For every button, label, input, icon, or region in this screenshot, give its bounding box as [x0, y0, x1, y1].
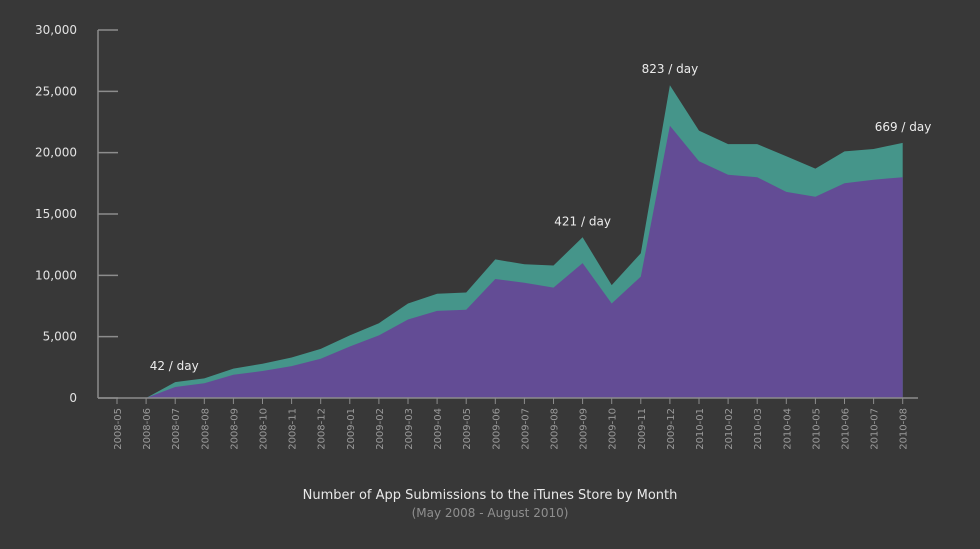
x-tick-label: 2008-10: [259, 408, 270, 450]
x-tick-label: 2009-06: [491, 408, 502, 450]
x-axis-ticks: 2008-05 2008-06 2008-07 2008-08 2008-09 2008-…: [113, 398, 910, 450]
y-tick-label: 30,000: [35, 23, 77, 37]
x-tick-label: 2009-04: [433, 408, 444, 450]
x-tick-label: 2008-09: [229, 408, 240, 450]
area-lower-series: [117, 125, 903, 398]
annotation-label: 823 / day: [642, 62, 699, 76]
x-tick-label: 2009-03: [404, 408, 415, 450]
x-tick-label: 2010-03: [753, 408, 764, 450]
x-tick-label: 2008-05: [113, 408, 124, 450]
x-tick-label: 2010-02: [724, 408, 735, 450]
chart-annotations: 42 / day 421 / day 823 / day 669 / day: [150, 62, 932, 373]
x-tick-label: 2009-05: [462, 408, 473, 450]
annotation-label: 669 / day: [875, 120, 932, 134]
y-tick-label: 20,000: [35, 146, 77, 160]
y-tick-label: 15,000: [35, 207, 77, 221]
x-tick-label: 2008-07: [171, 408, 182, 450]
annotation-label: 42 / day: [150, 359, 199, 373]
y-tick-label: 5,000: [43, 330, 77, 344]
x-tick-label: 2008-08: [200, 408, 211, 450]
x-tick-label: 2009-02: [375, 408, 386, 450]
x-tick-label: 2009-01: [346, 408, 357, 450]
annotation-label: 421 / day: [554, 214, 611, 228]
x-tick-label: 2009-11: [637, 408, 648, 450]
x-tick-label: 2010-07: [870, 408, 881, 450]
x-tick-label: 2009-07: [520, 408, 531, 450]
x-tick-label: 2010-04: [782, 408, 793, 450]
x-tick-label: 2008-06: [142, 408, 153, 450]
x-tick-label: 2008-11: [288, 408, 299, 450]
y-tick-label: 10,000: [35, 268, 77, 282]
x-tick-label: 2009-09: [579, 408, 590, 450]
y-axis-ticks: 0 5,000 10,000 15,000 20,000 25,000 30,000: [35, 23, 118, 405]
chart-subtitle: (May 2008 - August 2010): [411, 506, 569, 520]
x-tick-label: 2009-12: [666, 408, 677, 450]
chart-title: Number of App Submissions to the iTunes …: [302, 488, 678, 503]
y-tick-label: 0: [69, 391, 77, 405]
chart-areas: [117, 85, 903, 398]
x-tick-label: 2010-08: [899, 408, 910, 450]
x-tick-label: 2010-01: [695, 408, 706, 450]
y-tick-label: 25,000: [35, 84, 77, 98]
x-tick-label: 2009-10: [608, 408, 619, 450]
x-tick-label: 2008-12: [317, 408, 328, 450]
x-tick-label: 2010-06: [841, 408, 852, 450]
x-tick-label: 2009-08: [550, 408, 561, 450]
x-tick-label: 2010-05: [811, 408, 822, 450]
